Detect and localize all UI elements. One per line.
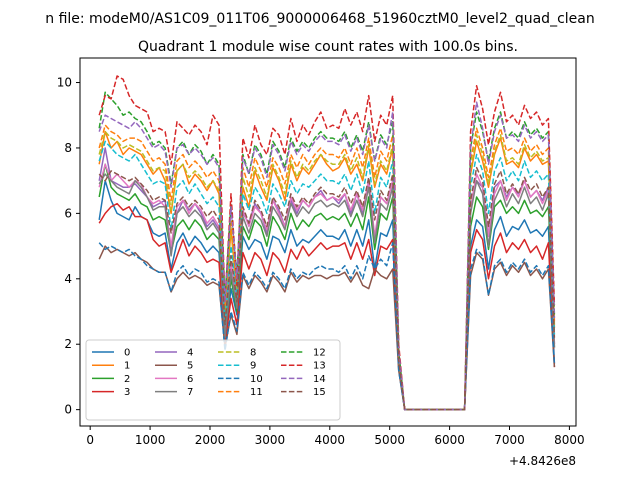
series-line-5 bbox=[98, 245, 556, 411]
series-line-7 bbox=[98, 173, 556, 411]
series-line-0 bbox=[98, 179, 556, 411]
legend-label-5: 5 bbox=[187, 361, 193, 372]
legend-label-4: 4 bbox=[187, 348, 193, 359]
legend-label-8: 8 bbox=[250, 348, 256, 359]
series-line-12 bbox=[98, 91, 556, 411]
legend-label-0: 0 bbox=[124, 348, 130, 359]
legend-label-15: 15 bbox=[313, 387, 326, 398]
x-tick-label: 1000 bbox=[135, 433, 166, 447]
legend-box bbox=[85, 339, 341, 421]
y-tick-label: 0 bbox=[64, 403, 72, 417]
y-tick-label: 6 bbox=[64, 206, 72, 220]
series-line-15 bbox=[98, 166, 556, 411]
series-line-8 bbox=[98, 130, 556, 411]
series-line-2 bbox=[98, 163, 556, 411]
x-offset-label: +4.8426e8 bbox=[509, 454, 576, 468]
x-tick-label: 4000 bbox=[315, 433, 346, 447]
legend-label-2: 2 bbox=[124, 374, 130, 385]
legend-label-11: 11 bbox=[250, 387, 263, 398]
series-line-10 bbox=[98, 242, 556, 411]
y-tick-label: 8 bbox=[64, 141, 72, 155]
x-tick-label: 5000 bbox=[374, 433, 405, 447]
series-line-14 bbox=[98, 101, 556, 411]
legend-label-13: 13 bbox=[313, 361, 326, 372]
legend-label-12: 12 bbox=[313, 348, 326, 359]
x-tick-label: 2000 bbox=[195, 433, 226, 447]
plot-frame bbox=[79, 57, 577, 427]
x-tick-label: 8000 bbox=[554, 433, 585, 447]
figure-suptitle: n file: modeM0/AS1C09_011T06_9000006468_… bbox=[45, 11, 594, 27]
x-tick-label: 0 bbox=[86, 433, 94, 447]
x-tick-label: 6000 bbox=[434, 433, 465, 447]
legend-label-14: 14 bbox=[313, 374, 326, 385]
series-line-6 bbox=[98, 163, 556, 411]
series-line-13 bbox=[98, 75, 556, 411]
series-line-3 bbox=[98, 202, 556, 411]
legend-label-10: 10 bbox=[250, 374, 263, 385]
series-line-11 bbox=[98, 124, 556, 411]
series-layer bbox=[98, 75, 556, 411]
y-tick-label: 10 bbox=[57, 76, 72, 90]
legend-label-7: 7 bbox=[187, 387, 193, 398]
legend-label-6: 6 bbox=[187, 374, 193, 385]
y-tick-label: 2 bbox=[64, 337, 72, 351]
legend-label-3: 3 bbox=[124, 387, 130, 398]
x-tick-label: 7000 bbox=[494, 433, 525, 447]
legend-label-1: 1 bbox=[124, 361, 130, 372]
legend-label-9: 9 bbox=[250, 361, 256, 372]
chart-title: Quadrant 1 module wise count rates with … bbox=[138, 39, 518, 55]
x-tick-label: 3000 bbox=[255, 433, 286, 447]
y-tick-label: 4 bbox=[64, 272, 72, 286]
series-line-9 bbox=[98, 140, 556, 411]
